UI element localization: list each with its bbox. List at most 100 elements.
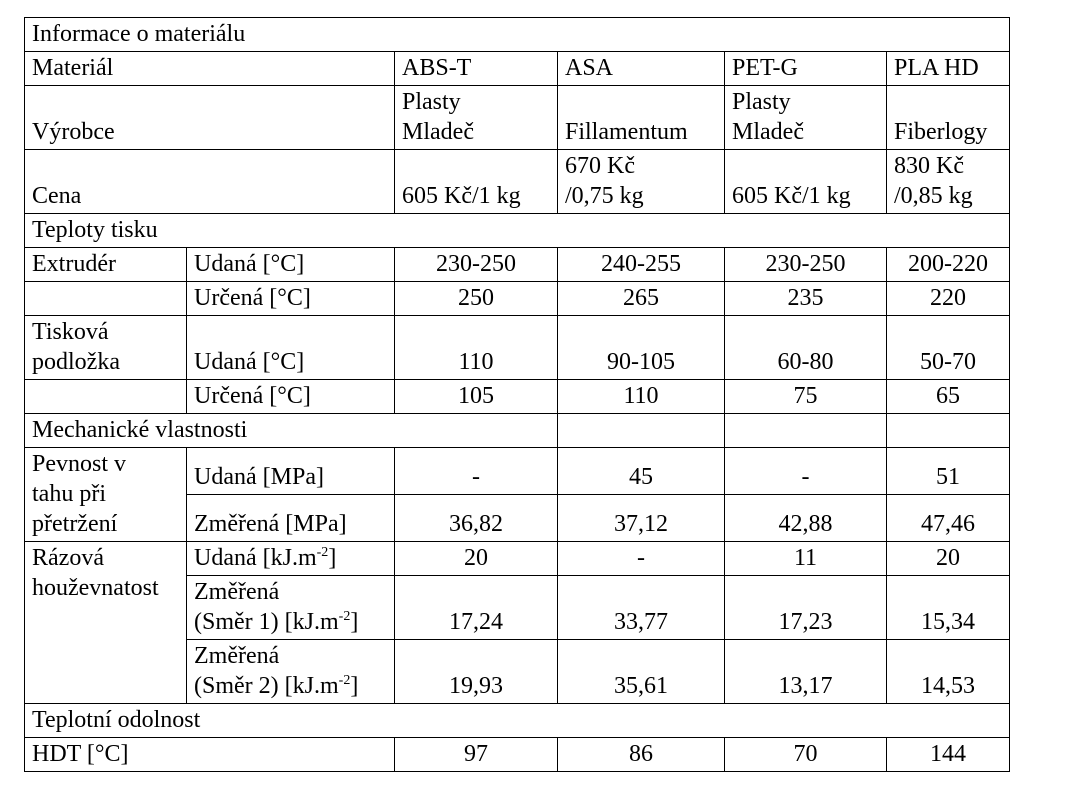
value-cell: 144	[885, 737, 1011, 772]
value-cell: 605 Kč/1 kg	[724, 149, 887, 214]
material-name: ABS-T	[394, 51, 558, 86]
table-body: Informace o materiálu Materiál ABS-T ASA PET…	[23, 17, 1011, 772]
value-cell: 47,46	[885, 494, 1011, 542]
value-cell: 51	[885, 447, 1011, 495]
value-cell: 42,88	[724, 494, 887, 542]
label-text: Udaná [kJ.m	[194, 545, 317, 571]
value-cell: 20	[394, 541, 558, 576]
material-name: ASA	[557, 51, 725, 86]
value-cell: 19,93	[394, 639, 558, 704]
group-label: Extrudér	[24, 247, 187, 282]
row-label: Cena	[24, 149, 395, 214]
group-label	[24, 281, 187, 316]
table-row: Cena 605 Kč/1 kg 670 Kč /0,75 kg 605 Kč/1 k…	[24, 149, 1011, 214]
row-label: Změřená [MPa]	[186, 494, 395, 542]
group-label: Pevnost v tahu při přetržení	[24, 447, 187, 542]
section-title: Teplotní odolnost	[23, 703, 1011, 738]
value-cell: -	[724, 447, 887, 495]
value-cell: 14,53	[885, 639, 1011, 704]
row-label: Udaná [°C]	[186, 315, 395, 380]
row-label: Udaná [°C]	[186, 247, 395, 282]
group-label: Tisková podložka	[24, 315, 187, 380]
table-row: Rázová houževnatost Udaná [kJ.m-2] 20-11 20	[24, 541, 1011, 704]
row-label: Určená [°C]	[186, 379, 395, 414]
label-text: ]	[350, 609, 359, 635]
value-cell: 11	[724, 541, 887, 576]
value-cell: 36,82	[394, 494, 558, 542]
value-cell: 110	[394, 315, 558, 380]
value-cell: 830 Kč /0,85 kg	[885, 149, 1011, 214]
value-cell: 17,23	[724, 575, 887, 640]
table-row: Tisková podložka Udaná [°C] 110 90-105 60-80…	[24, 315, 1011, 380]
table-row: Změřená (Směr 1) [kJ.m-2] 17,24 33,77 17,23…	[25, 575, 1011, 640]
table-row: Teplotní odolnost	[23, 703, 1011, 738]
table-row: Určená [°C] 105 110 75 65	[24, 379, 1011, 414]
value-cell: 37,12	[557, 494, 725, 542]
material-table: Informace o materiálu Materiál ABS-T ASA PET…	[23, 17, 1011, 772]
value-cell: 230-250	[394, 247, 558, 282]
value-cell: 45	[557, 447, 725, 495]
value-cell: 75	[724, 379, 887, 414]
group-label: Rázová houževnatost	[24, 541, 187, 704]
row-label: HDT [°C]	[24, 737, 395, 772]
table-row: Mechanické vlastnosti	[24, 413, 1011, 448]
row-label: Výrobce	[24, 85, 395, 150]
value-cell: 35,61	[557, 639, 725, 704]
row-label: Udaná [kJ.m-2]	[186, 541, 395, 576]
value-cell: 65	[885, 379, 1011, 414]
value-cell: 97	[394, 737, 558, 772]
superscript: -2	[316, 545, 329, 560]
value-cell: 105	[394, 379, 558, 414]
value-cell: 200-220	[885, 247, 1011, 282]
material-name: PET-G	[724, 51, 887, 86]
value-cell: 70	[724, 737, 887, 772]
value-cell: 20	[885, 541, 1011, 576]
material-name: PLA HD	[885, 51, 1011, 86]
table-row: Informace o materiálu	[23, 17, 1011, 52]
empty-cell	[557, 413, 725, 448]
value-cell: 17,24	[394, 575, 558, 640]
value-cell: 33,77	[557, 575, 725, 640]
table-row: Pevnost v tahu při přetržení Udaná [MPa] -…	[24, 447, 1011, 542]
value-cell: 235	[724, 281, 887, 316]
value-cell: Plasty Mladeč	[394, 85, 558, 150]
table-row: HDT [°C] 97 86 70 144	[24, 737, 1011, 772]
value-cell: -	[557, 541, 725, 576]
value-cell: 50-70	[885, 315, 1011, 380]
section-title: Mechanické vlastnosti	[24, 413, 558, 448]
empty-cell	[885, 413, 1011, 448]
label-text: ]	[350, 673, 359, 699]
value-cell: 90-105	[557, 315, 725, 380]
value-cell: 60-80	[724, 315, 887, 380]
table-row: Výrobce Plasty Mladeč Fillamentum Plasty Ml…	[24, 85, 1011, 150]
label-text: Změřená (Směr 2) [kJ.m	[194, 643, 339, 699]
value-cell: 220	[885, 281, 1011, 316]
row-label: Změřená (Směr 1) [kJ.m-2]	[186, 575, 395, 640]
group-label	[24, 379, 187, 414]
value-cell: -	[394, 447, 558, 495]
label-text: ]	[328, 545, 337, 571]
table-row: Extrudér Udaná [°C] 230-250 240-255 230-250 2…	[24, 247, 1011, 282]
label-text: Změřená (Směr 1) [kJ.m	[194, 579, 339, 635]
table-row: Teploty tisku	[23, 213, 1011, 248]
value-cell: 15,34	[885, 575, 1011, 640]
value-cell: 670 Kč /0,75 kg	[557, 149, 725, 214]
superscript: -2	[338, 609, 351, 624]
value-cell: Plasty Mladeč	[724, 85, 887, 150]
value-cell: 250	[394, 281, 558, 316]
table-row: Určená [°C] 250 265 235 220	[24, 281, 1011, 316]
row-label: Udaná [MPa]	[186, 447, 395, 495]
value-cell: 240-255	[557, 247, 725, 282]
row-label: Změřená (Směr 2) [kJ.m-2]	[186, 639, 395, 704]
section-title: Informace o materiálu	[23, 17, 1011, 52]
section-title: Teploty tisku	[23, 213, 1011, 248]
row-label: Materiál	[24, 51, 395, 86]
value-cell: 265	[557, 281, 725, 316]
value-cell: 110	[557, 379, 725, 414]
value-cell: 86	[557, 737, 725, 772]
value-cell: 605 Kč/1 kg	[394, 149, 558, 214]
row-label: Určená [°C]	[186, 281, 395, 316]
value-cell: 230-250	[724, 247, 887, 282]
value-cell: Fillamentum	[557, 85, 725, 150]
superscript: -2	[338, 673, 351, 688]
